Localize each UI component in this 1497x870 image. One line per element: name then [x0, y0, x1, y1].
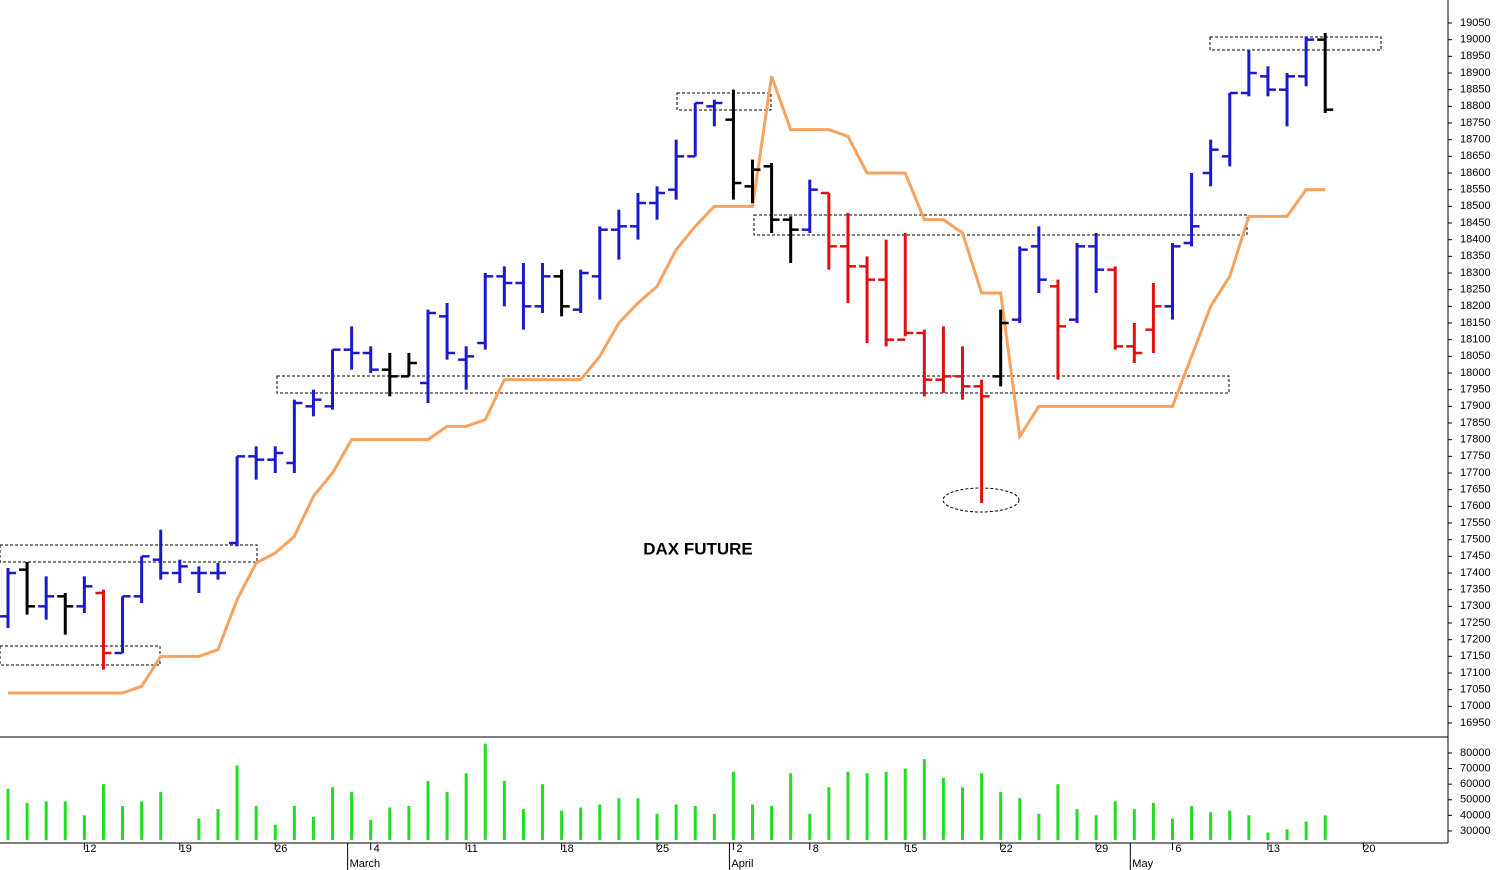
month-label: May: [1132, 858, 1153, 870]
y-tick-label: 17400: [1460, 567, 1491, 579]
x-tick-label: 22: [1001, 843, 1013, 855]
y-tick-label: 18350: [1460, 250, 1491, 262]
volume-tick-label: 30000: [1460, 825, 1491, 837]
zone: [0, 544, 258, 563]
x-tick-label: 18: [561, 843, 573, 855]
y-tick-label: 17150: [1460, 650, 1491, 662]
volume-tick-label: 60000: [1460, 778, 1491, 790]
y-tick-label: 17600: [1460, 500, 1491, 512]
y-tick-label: 17850: [1460, 417, 1491, 429]
y-tick-label: 17300: [1460, 600, 1491, 612]
y-tick-label: 19000: [1460, 34, 1491, 46]
x-tick-label: 29: [1096, 843, 1108, 855]
y-tick-label: 18050: [1460, 350, 1491, 362]
x-tick-label: 11: [466, 843, 477, 855]
y-tick-label: 17200: [1460, 634, 1491, 646]
month-label: April: [731, 858, 753, 870]
y-tick-label: 17650: [1460, 484, 1491, 496]
y-tick-label: 18700: [1460, 134, 1491, 146]
y-tick-label: 18650: [1460, 150, 1491, 162]
volume-tick-label: 80000: [1460, 747, 1491, 759]
x-tick-label: 25: [657, 843, 669, 855]
y-tick-label: 18150: [1460, 317, 1491, 329]
y-tick-label: 17000: [1460, 700, 1491, 712]
y-tick-label: 18200: [1460, 300, 1491, 312]
x-tick-label: 13: [1268, 843, 1280, 855]
y-tick-label: 18400: [1460, 234, 1491, 246]
zone: [276, 375, 1230, 394]
volume-tick-label: 50000: [1460, 794, 1491, 806]
x-tick-label: 26: [275, 843, 287, 855]
y-tick-label: 18850: [1460, 84, 1491, 96]
y-tick-label: 18900: [1460, 67, 1491, 79]
y-tick-label: 18100: [1460, 334, 1491, 346]
x-tick-label: 20: [1363, 843, 1375, 855]
y-tick-label: 18800: [1460, 100, 1491, 112]
y-tick-label: 17500: [1460, 534, 1491, 546]
month-label: March: [350, 858, 381, 870]
y-tick-label: 19050: [1460, 17, 1491, 29]
volume-tick-label: 70000: [1460, 762, 1491, 774]
y-tick-label: 17450: [1460, 550, 1491, 562]
y-tick-label: 18550: [1460, 184, 1491, 196]
x-tick-label: 8: [813, 843, 819, 855]
y-tick-label: 17800: [1460, 434, 1491, 446]
chart-title: DAX FUTURE: [643, 539, 753, 558]
x-tick-label: 4: [374, 843, 380, 855]
y-tick-label: 17350: [1460, 584, 1491, 596]
y-tick-label: 17900: [1460, 400, 1491, 412]
y-tick-label: 17550: [1460, 517, 1491, 529]
zone: [0, 645, 161, 666]
volume-tick-label: 40000: [1460, 809, 1491, 821]
y-tick-label: 17050: [1460, 684, 1491, 696]
stop-line: [8, 75, 1326, 695]
y-tick-label: 17250: [1460, 617, 1491, 629]
x-tick-label: 12: [84, 843, 96, 855]
x-tick-label: 2: [736, 843, 742, 855]
zone: [676, 92, 772, 111]
y-tick-label: 17100: [1460, 667, 1491, 679]
y-tick-label: 18500: [1460, 200, 1491, 212]
y-tick-label: 17750: [1460, 450, 1491, 462]
y-tick-label: 18000: [1460, 367, 1491, 379]
y-tick-label: 16950: [1460, 717, 1491, 729]
y-tick-label: 17950: [1460, 384, 1491, 396]
zone: [1209, 36, 1382, 51]
x-tick-label: 6: [1175, 843, 1181, 855]
y-tick-label: 18950: [1460, 50, 1491, 62]
x-tick-label: 15: [905, 843, 917, 855]
y-tick-label: 18450: [1460, 217, 1491, 229]
y-tick-label: 18600: [1460, 167, 1491, 179]
y-tick-label: 18250: [1460, 284, 1491, 296]
y-tick-label: 18300: [1460, 267, 1491, 279]
y-tick-label: 17700: [1460, 467, 1491, 479]
x-tick-label: 19: [180, 843, 192, 855]
y-tick-label: 18750: [1460, 117, 1491, 129]
